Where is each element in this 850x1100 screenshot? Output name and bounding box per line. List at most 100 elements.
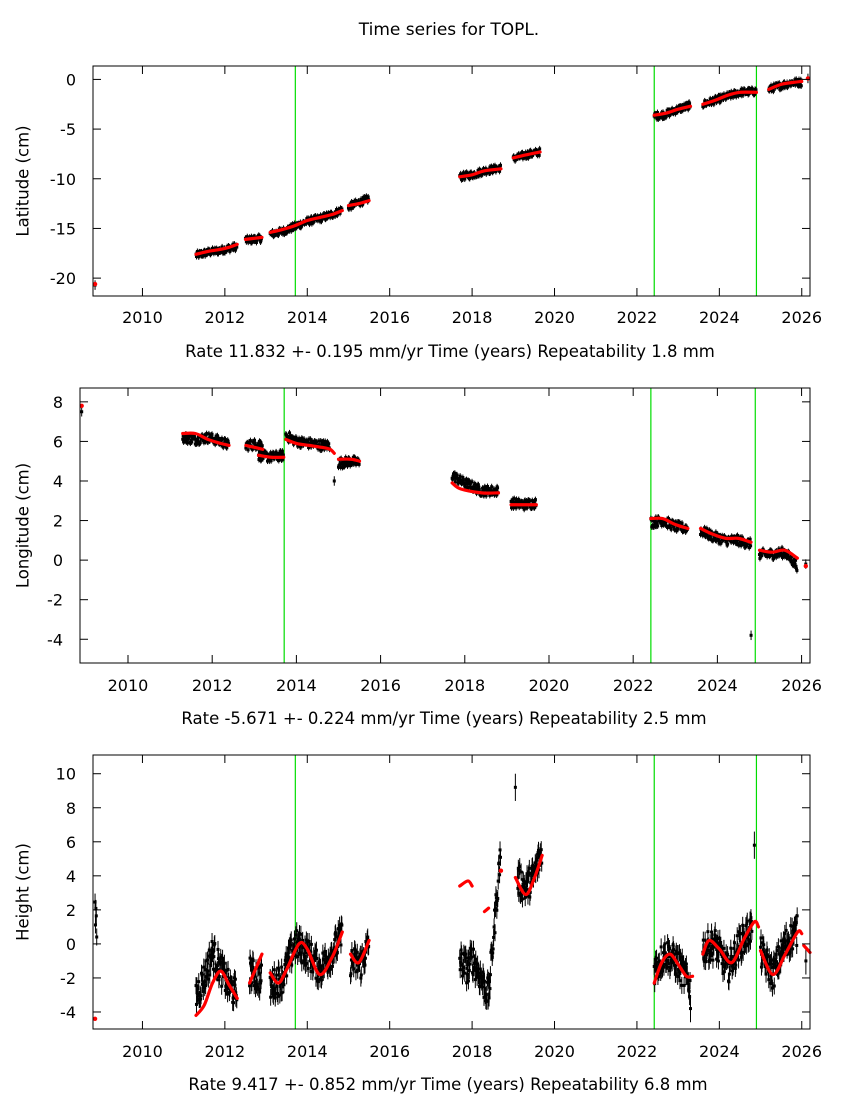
data-point xyxy=(309,215,313,219)
data-point xyxy=(525,505,529,509)
data-point xyxy=(530,499,534,503)
data-point xyxy=(780,552,784,556)
data-point xyxy=(303,963,307,967)
observation-segment xyxy=(767,76,803,95)
data-point xyxy=(790,924,794,928)
data-point xyxy=(249,235,253,239)
data-point xyxy=(486,976,490,980)
data-point xyxy=(754,88,758,92)
data-point xyxy=(488,973,492,977)
y-tick-label: 8 xyxy=(53,393,63,412)
data-point xyxy=(353,456,357,460)
x-tick-label: 2010 xyxy=(122,308,163,327)
data-point xyxy=(326,969,330,973)
data-point xyxy=(478,985,482,989)
data-point xyxy=(215,434,219,438)
data-point xyxy=(308,959,312,963)
data-point xyxy=(203,986,207,990)
data-point xyxy=(492,935,496,939)
data-point xyxy=(537,153,541,157)
data-point xyxy=(299,951,303,955)
data-point xyxy=(741,93,745,97)
data-point xyxy=(277,968,281,972)
data-point xyxy=(748,542,752,546)
x-tick-label: 2020 xyxy=(534,308,575,327)
data-point xyxy=(303,954,307,958)
data-point xyxy=(473,960,477,964)
model-point xyxy=(498,868,504,873)
data-point xyxy=(737,958,741,962)
data-point xyxy=(271,451,275,455)
data-point xyxy=(486,486,490,490)
data-point xyxy=(729,540,733,544)
x-tick-label: 2026 xyxy=(781,308,822,327)
data-point xyxy=(701,938,705,942)
data-point xyxy=(722,946,726,950)
data-point xyxy=(257,971,261,975)
data-point xyxy=(513,785,517,789)
data-point xyxy=(529,149,533,153)
y-tick-label: -4 xyxy=(47,630,63,649)
data-point xyxy=(328,215,332,219)
data-point xyxy=(730,955,734,959)
data-point xyxy=(343,459,347,463)
data-point xyxy=(235,245,239,249)
data-point xyxy=(233,248,237,252)
data-point xyxy=(710,930,714,934)
data-point xyxy=(757,553,761,557)
data-point xyxy=(463,177,467,181)
y-tick-label: 0 xyxy=(66,935,76,954)
data-point xyxy=(320,964,324,968)
data-point xyxy=(452,476,456,480)
data-point xyxy=(352,462,356,466)
y-tick-label: -2 xyxy=(60,969,76,988)
x-tick-label: 2012 xyxy=(205,308,246,327)
x-tick-label: 2010 xyxy=(108,676,149,695)
data-point xyxy=(472,487,476,491)
data-point xyxy=(663,942,667,946)
data-point xyxy=(334,208,338,212)
x-axis-caption: Rate 11.832 +- 0.195 mm/yr Time (years) … xyxy=(185,342,715,361)
data-point xyxy=(221,445,225,449)
data-point xyxy=(266,457,270,461)
model-curve xyxy=(758,929,804,977)
data-point xyxy=(208,973,212,977)
data-point xyxy=(213,438,217,442)
data-point xyxy=(665,959,669,963)
data-point xyxy=(652,964,656,968)
data-point xyxy=(336,927,340,931)
data-point xyxy=(461,477,465,481)
x-tick-label: 2012 xyxy=(192,676,233,695)
data-point xyxy=(731,540,735,544)
data-point xyxy=(289,938,293,942)
data-point xyxy=(225,446,229,450)
data-point xyxy=(216,252,220,256)
data-point xyxy=(488,493,492,497)
data-point xyxy=(764,972,768,976)
data-point xyxy=(334,931,338,935)
data-point xyxy=(670,107,674,111)
model-curve xyxy=(284,437,336,455)
x-tick-label: 2018 xyxy=(452,1042,493,1061)
data-point xyxy=(205,975,209,979)
data-point xyxy=(661,962,665,966)
data-point xyxy=(784,928,788,932)
data-point xyxy=(286,434,290,438)
data-point xyxy=(279,452,283,456)
data-point xyxy=(216,957,220,961)
data-point xyxy=(281,453,285,457)
repeatability-text: Repeatability 2.5 mm xyxy=(529,709,707,728)
data-point xyxy=(467,956,471,960)
data-point xyxy=(268,975,272,979)
data-point xyxy=(281,457,285,461)
data-point xyxy=(295,438,299,442)
data-point xyxy=(197,435,201,439)
data-point xyxy=(498,163,502,167)
panel-height: 2010 2012 2014 2016 2018 2020 2022 2024 2026 10 8 6… xyxy=(14,754,822,1094)
x-axis-label: Time (years) xyxy=(419,709,529,728)
panel-longitude: 2010 2012 2014 2016 2018 2020 2022 2024 2026 8 6 4 2… xyxy=(14,387,822,728)
data-point xyxy=(771,89,775,93)
data-point xyxy=(207,948,211,952)
data-point xyxy=(228,249,232,253)
data-point xyxy=(709,951,713,955)
